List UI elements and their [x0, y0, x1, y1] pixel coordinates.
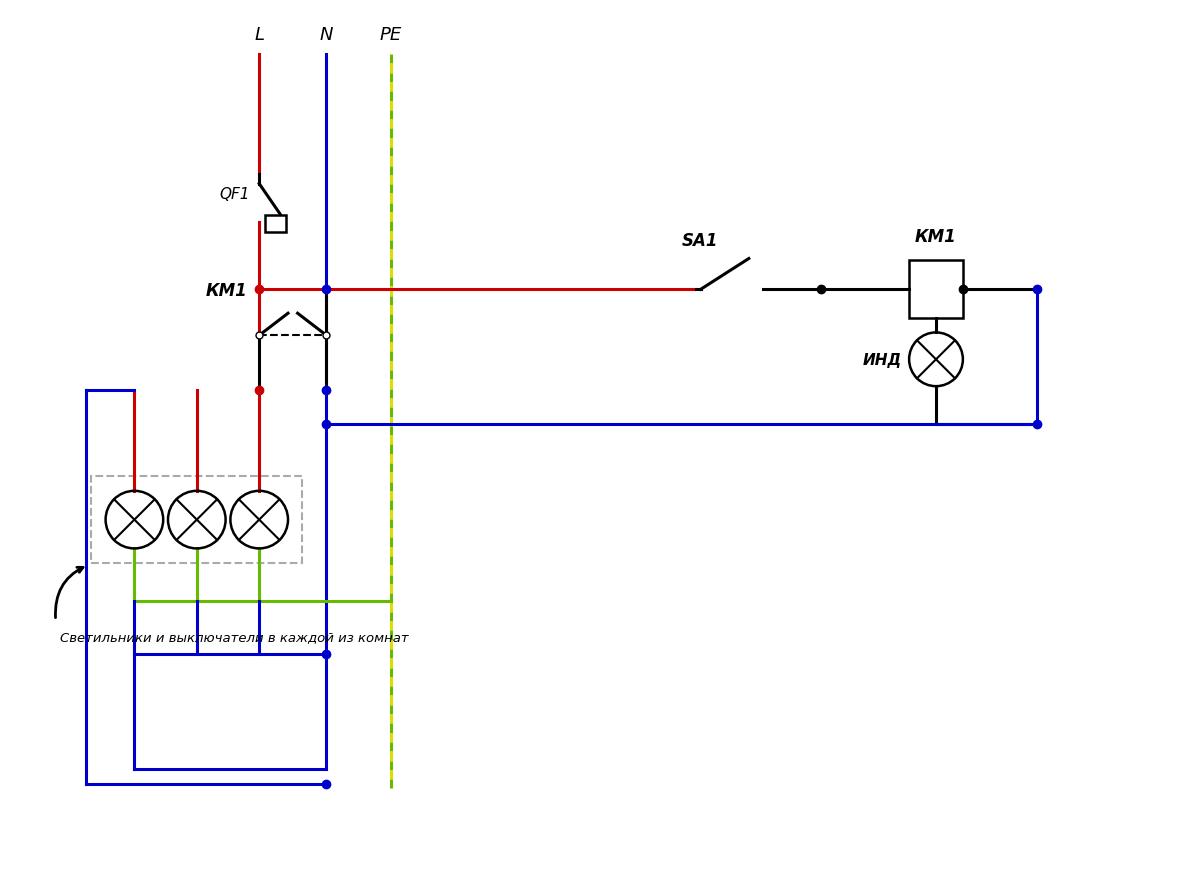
Text: QF1: QF1 — [220, 186, 250, 201]
Text: N: N — [319, 25, 334, 43]
Bar — [91, 477, 302, 563]
Text: SA1: SA1 — [682, 232, 718, 249]
Text: PE: PE — [379, 25, 402, 43]
Bar — [910, 261, 962, 319]
Text: КМ1: КМ1 — [916, 227, 956, 246]
Text: ИНД: ИНД — [863, 352, 901, 367]
Text: L: L — [254, 25, 264, 43]
Text: КМ1: КМ1 — [206, 282, 247, 299]
Text: Светильники и выключатели в каждой из комнат: Светильники и выключатели в каждой из ко… — [60, 630, 409, 644]
Bar — [265, 216, 286, 233]
